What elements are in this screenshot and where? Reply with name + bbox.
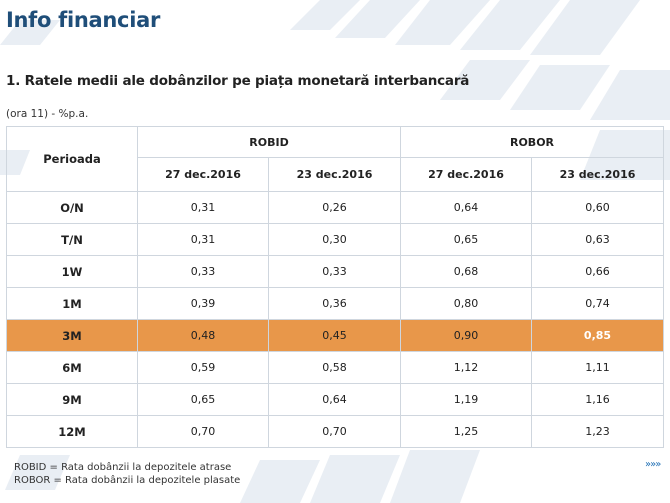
period-cell: 3M — [6, 319, 138, 352]
more-link[interactable]: »»» — [645, 459, 661, 470]
rate-cell: 1,11 — [531, 351, 664, 384]
period-cell: 1W — [6, 255, 138, 288]
period-cell: O/N — [6, 191, 138, 224]
section-title: 1. Ratele medii ale dobânzilor pe piața … — [6, 73, 470, 89]
rate-cell: 1,23 — [531, 415, 664, 448]
period-cell: 1M — [6, 287, 138, 320]
rate-cell: 0,48 — [137, 319, 269, 352]
rate-cell: 0,60 — [531, 191, 664, 224]
rate-cell: 0,65 — [400, 223, 532, 256]
rate-cell: 0,68 — [400, 255, 532, 288]
rate-cell: 0,26 — [268, 191, 401, 224]
date-header: 23 dec.2016 — [268, 157, 401, 192]
table-row: 9M 0,65 0,64 1,19 1,16 — [6, 383, 664, 416]
rate-cell: 0,30 — [268, 223, 401, 256]
rate-cell: 0,33 — [137, 255, 269, 288]
robid-header: ROBID — [137, 126, 401, 158]
legend-robor: ROBOR = Rata dobânzii la depozitele plas… — [14, 475, 241, 486]
period-header: Perioada — [6, 126, 138, 192]
period-cell: 12M — [6, 415, 138, 448]
rate-cell: 0,39 — [137, 287, 269, 320]
rate-cell: 0,70 — [137, 415, 269, 448]
period-cell: T/N — [6, 223, 138, 256]
page-title: Info financiar — [6, 8, 161, 32]
rate-cell: 0,74 — [531, 287, 664, 320]
robor-header: ROBOR — [400, 126, 664, 158]
rate-cell: 0,64 — [400, 191, 532, 224]
rate-cell: 1,25 — [400, 415, 532, 448]
rate-cell: 0,45 — [268, 319, 401, 352]
rate-cell: 0,70 — [268, 415, 401, 448]
rate-cell: 0,31 — [137, 223, 269, 256]
rate-cell: 0,85 — [531, 319, 664, 352]
table-row: 1W 0,33 0,33 0,68 0,66 — [6, 255, 664, 288]
period-cell: 6M — [6, 351, 138, 384]
table-row: O/N 0,31 0,26 0,64 0,60 — [6, 191, 664, 224]
rate-cell: 1,12 — [400, 351, 532, 384]
rate-cell: 0,36 — [268, 287, 401, 320]
legend: ROBID = Rata dobânzii la depozitele atra… — [14, 461, 240, 487]
table-row: 6M 0,59 0,58 1,12 1,11 — [6, 351, 664, 384]
table-row-highlighted: 3M 0,48 0,45 0,90 0,85 — [6, 319, 664, 352]
interbank-rates-table: Perioada ROBID ROBOR 27 dec.2016 23 dec.… — [6, 126, 664, 448]
time-unit-note: (ora 11) - %p.a. — [6, 108, 89, 120]
table-row: T/N 0,31 0,30 0,65 0,63 — [6, 223, 664, 256]
rate-cell: 0,64 — [268, 383, 401, 416]
date-header: 23 dec.2016 — [531, 157, 664, 192]
rate-cell: 0,80 — [400, 287, 532, 320]
date-header: 27 dec.2016 — [400, 157, 532, 192]
date-header: 27 dec.2016 — [137, 157, 269, 192]
period-cell: 9M — [6, 383, 138, 416]
rate-cell: 1,19 — [400, 383, 532, 416]
rate-cell: 0,59 — [137, 351, 269, 384]
rate-cell: 0,66 — [531, 255, 664, 288]
rate-cell: 0,31 — [137, 191, 269, 224]
rate-cell: 0,33 — [268, 255, 401, 288]
rate-cell: 0,65 — [137, 383, 269, 416]
rate-cell: 1,16 — [531, 383, 664, 416]
rate-cell: 0,58 — [268, 351, 401, 384]
rate-cell: 0,63 — [531, 223, 664, 256]
table-row: 1M 0,39 0,36 0,80 0,74 — [6, 287, 664, 320]
table-row: 12M 0,70 0,70 1,25 1,23 — [6, 415, 664, 448]
rate-cell: 0,90 — [400, 319, 532, 352]
legend-robid: ROBID = Rata dobânzii la depozitele atra… — [14, 462, 232, 473]
